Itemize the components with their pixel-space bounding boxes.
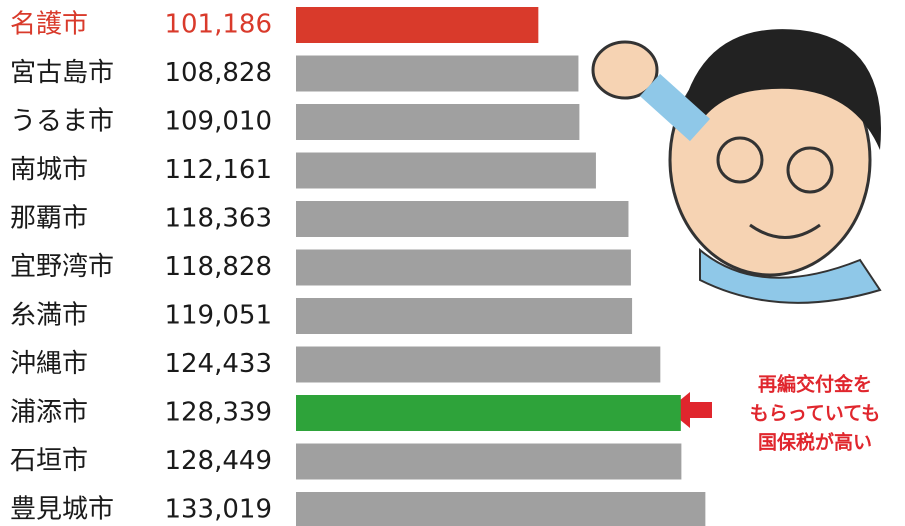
bar — [296, 347, 660, 383]
category-label: 那覇市 — [10, 204, 88, 234]
chart: 名護市 101,186 宮古島市 108,828 うるま市 109,010 南城市 112,1… — [0, 0, 905, 526]
annotation: もらっていても — [750, 403, 881, 425]
value-label: 112,161 — [164, 155, 272, 185]
category-label: 浦添市 — [10, 398, 88, 428]
value-label: 128,339 — [164, 398, 272, 428]
category-label: 南城市 — [10, 155, 88, 185]
annotation: 国保税が高い — [758, 431, 872, 454]
value-label: 124,433 — [164, 349, 272, 379]
category-label: 石垣市 — [10, 446, 88, 476]
bar — [296, 492, 705, 526]
annotation: 再編交付金を — [758, 373, 872, 396]
bar — [296, 250, 631, 286]
category-label: 豊見城市 — [10, 495, 114, 525]
value-label: 108,828 — [164, 58, 272, 88]
category-label: 糸満市 — [10, 301, 88, 331]
category-label: 沖縄市 — [10, 349, 88, 379]
bar — [296, 153, 596, 189]
bar — [296, 56, 578, 92]
bar — [296, 104, 579, 140]
bar — [296, 395, 681, 431]
bar — [296, 298, 632, 334]
category-label: うるま市 — [10, 107, 114, 137]
value-label: 109,010 — [164, 107, 272, 137]
category-label: 名護市 — [10, 10, 88, 40]
value-label: 133,019 — [164, 495, 272, 525]
bar — [296, 7, 538, 43]
bar — [296, 201, 628, 237]
cartoon — [593, 29, 881, 303]
value-label: 118,363 — [164, 204, 272, 234]
bar — [296, 444, 681, 480]
category-label: 宜野湾市 — [10, 252, 114, 282]
category-label: 宮古島市 — [10, 58, 114, 88]
value-label: 128,449 — [164, 446, 272, 476]
value-label: 119,051 — [164, 301, 272, 331]
value-label: 118,828 — [164, 252, 272, 282]
value-label: 101,186 — [164, 10, 272, 40]
